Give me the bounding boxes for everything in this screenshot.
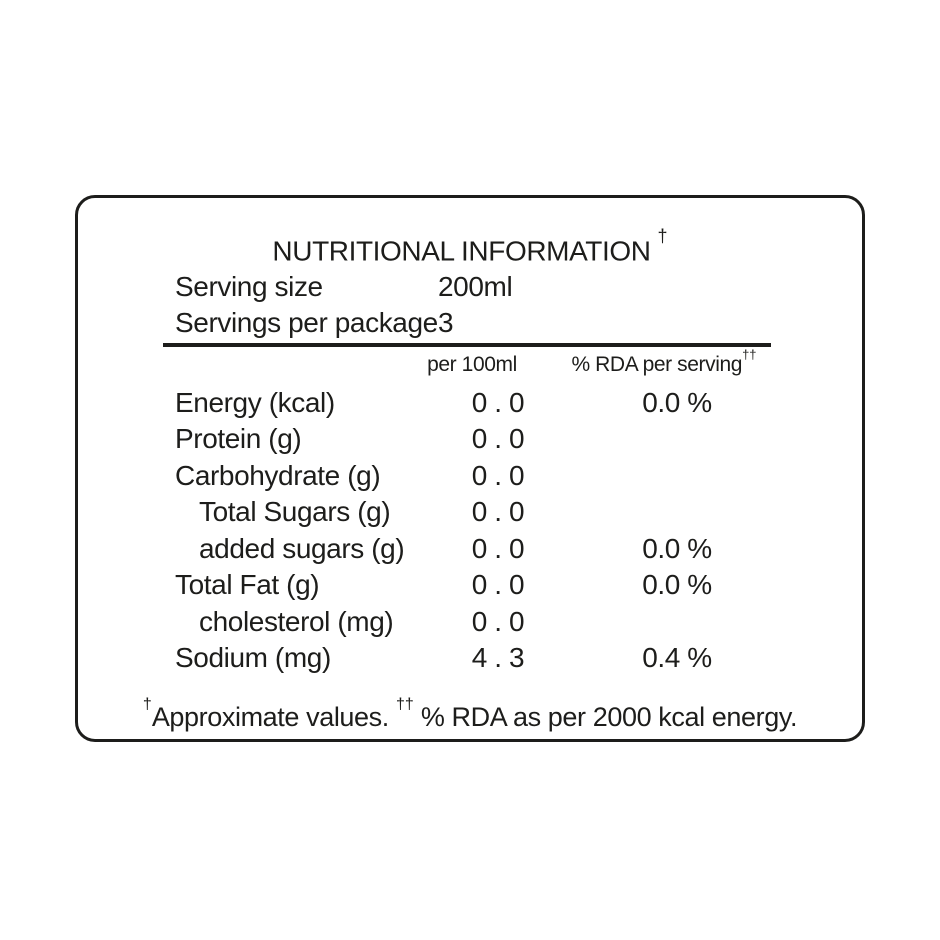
nutrient-per-100ml: 4 . 3 (471, 642, 525, 674)
table-row: Total Fat (g) 0 . 0 0.0 % (163, 567, 771, 604)
nutrient-per-100ml: 0 . 0 (471, 496, 525, 528)
table-row: added sugars (g) 0 . 0 0.0 % (163, 530, 771, 567)
nutrient-rda-per-serving: 0.0 % (642, 386, 712, 418)
table-row: cholesterol (mg) 0 . 0 (163, 603, 771, 640)
nutrient-per-100ml: 0 . 0 (471, 532, 525, 564)
nutrient-per-100ml: 0 . 0 (471, 569, 525, 601)
table-row: Total Sugars (g) 0 . 0 (163, 494, 771, 531)
nutrition-table: per 100ml % RDA per serving†† Energy (kc… (163, 347, 771, 676)
column-header-rda: % RDA per serving†† (570, 347, 758, 377)
nutrient-per-100ml: 0 . 0 (471, 423, 525, 455)
nutrient-name: Sodium (mg) (175, 642, 331, 674)
table-header-row: per 100ml % RDA per serving†† (163, 347, 771, 377)
table-row: Carbohydrate (g) 0 . 0 (163, 457, 771, 494)
servings-per-package-label: Servings per package (175, 307, 438, 339)
serving-size-row: Serving size 200ml (175, 269, 862, 305)
nutrient-per-100ml: 0 . 0 (471, 605, 525, 637)
table-row: Energy (kcal) 0 . 0 0.0 % (163, 384, 771, 421)
footnote-text-approximate: Approximate values. (151, 702, 396, 733)
nutrition-label: NUTRITIONAL INFORMATION † Serving size 20… (75, 195, 865, 742)
serving-size-value: 200ml (438, 271, 513, 303)
nutrient-name: Energy (kcal) (175, 386, 335, 418)
serving-info: Serving size 200ml Servings per package … (175, 269, 862, 341)
label-title: NUTRITIONAL INFORMATION † (78, 225, 862, 267)
nutrient-name: added sugars (g) (199, 532, 405, 564)
rda-header-text: % RDA per serving (571, 353, 743, 377)
footnote-double-dagger: †† (395, 696, 414, 714)
nutrient-rda-per-serving: 0.4 % (642, 642, 712, 674)
footnote-dagger: † (142, 696, 152, 714)
serving-size-label: Serving size (175, 271, 323, 303)
nutrient-rows: Energy (kcal) 0 . 0 0.0 % Protein (g) 0 … (163, 384, 771, 676)
rda-header-daggers: †† (742, 346, 757, 362)
table-row: Sodium (mg) 4 . 3 0.4 % (163, 640, 771, 677)
nutrient-name: Total Sugars (g) (199, 496, 391, 528)
nutrient-rda-per-serving: 0.0 % (642, 569, 712, 601)
servings-per-package-row: Servings per package 3 (175, 305, 862, 341)
nutrient-per-100ml: 0 . 0 (471, 459, 525, 491)
nutrient-name: Carbohydrate (g) (175, 459, 381, 491)
divider-line (163, 343, 771, 348)
servings-per-package-value: 3 (438, 307, 454, 339)
nutrient-per-100ml: 0 . 0 (471, 386, 525, 418)
nutrient-name: cholesterol (mg) (199, 605, 394, 637)
column-header-per-100ml: per 100ml (427, 353, 517, 377)
title-dagger: † (657, 225, 668, 246)
title-text: NUTRITIONAL INFORMATION (272, 235, 651, 267)
nutrient-name: Protein (g) (175, 423, 302, 455)
footnote: †Approximate values. †† % RDA as per 200… (78, 694, 862, 733)
footnote-text-rda: % RDA as per 2000 kcal energy. (413, 702, 798, 733)
nutrient-rda-per-serving: 0.0 % (642, 532, 712, 564)
nutrient-name: Total Fat (g) (175, 569, 320, 601)
table-row: Protein (g) 0 . 0 (163, 421, 771, 458)
